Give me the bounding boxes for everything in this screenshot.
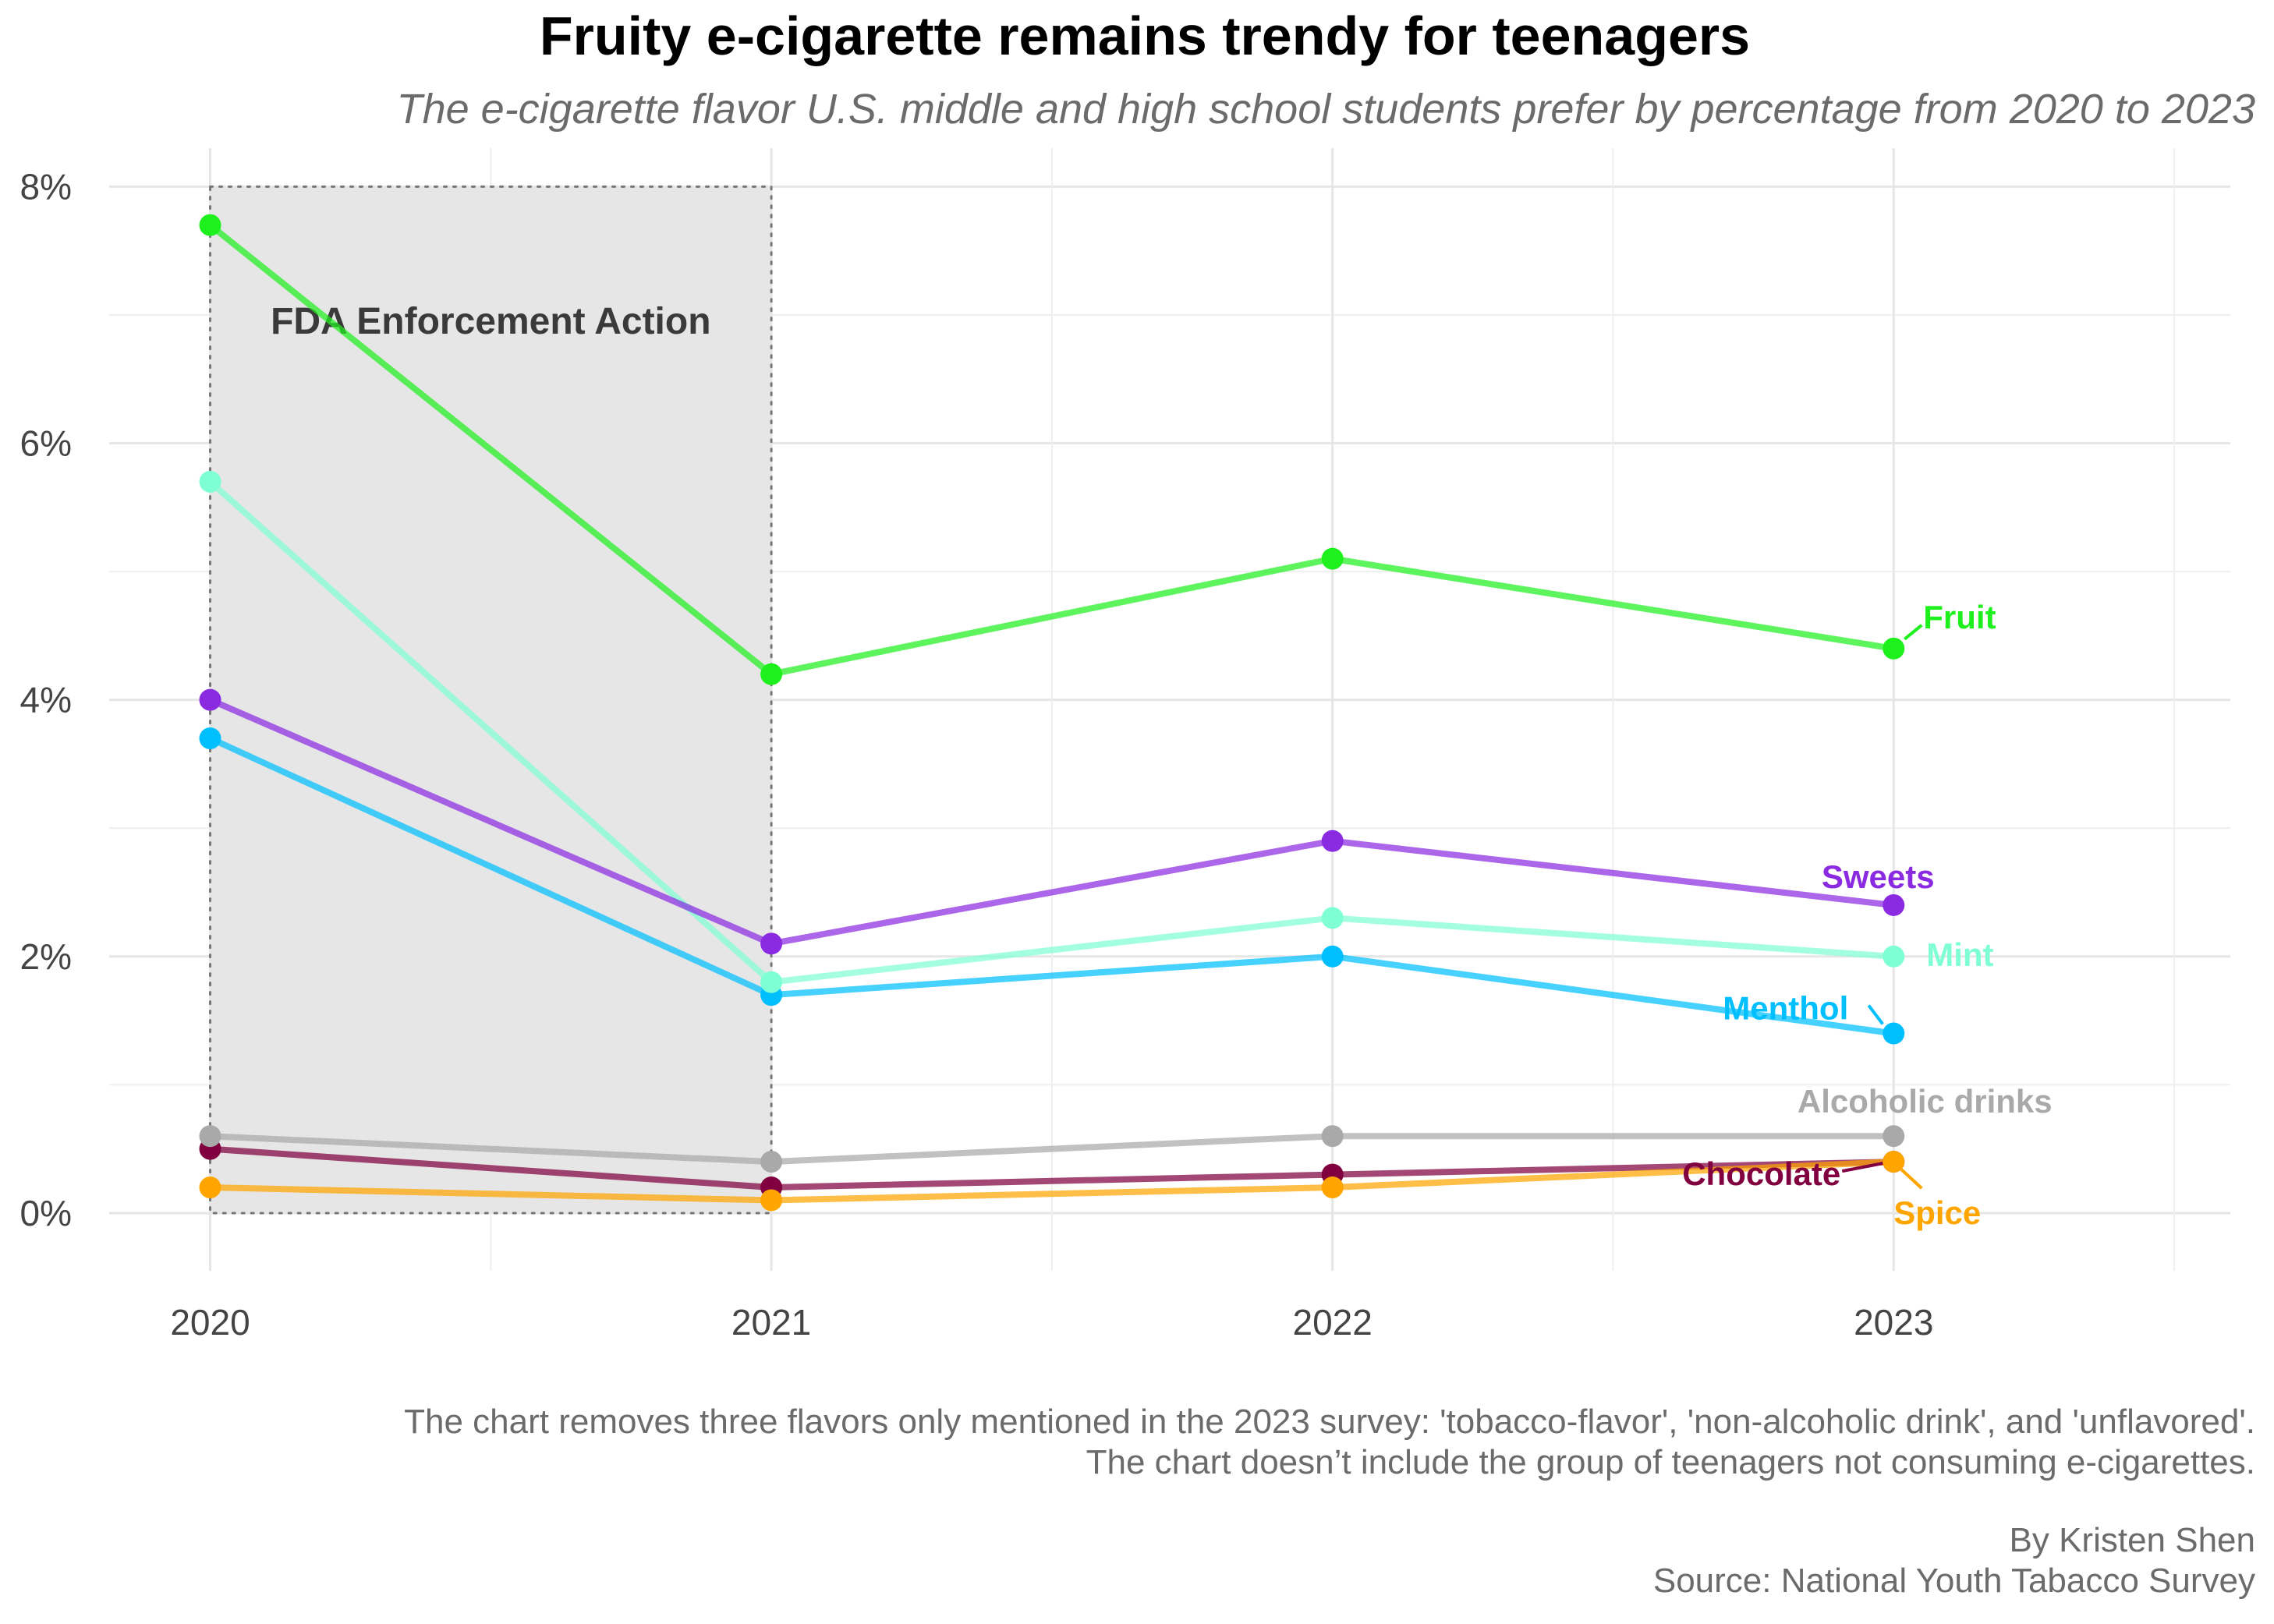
mint-point (199, 470, 221, 493)
label-leaders (1841, 624, 1923, 1190)
credit-author: By Kristen Shen (2010, 1521, 2256, 1559)
alcoholic-drinks-label: Alcoholic drinks (1798, 1083, 2053, 1120)
chart-title: Fruity e-cigarette remains trendy for te… (540, 5, 1750, 66)
spice-point (1883, 1151, 1905, 1173)
x-tick-label: 2022 (1293, 1302, 1373, 1343)
mint-point (1321, 907, 1344, 929)
y-tick-label: 0% (20, 1193, 72, 1233)
chocolate-line (210, 1145, 1894, 1191)
mint-label: Mint (1926, 936, 1993, 973)
spice-line (210, 1159, 1894, 1204)
sweets-point (199, 688, 221, 711)
series-labels: Fruit Sweets Mint Menthol Alcoholic drinks Ch… (1682, 599, 2052, 1231)
spice-label-leader (1900, 1168, 1923, 1190)
fruit-label: Fruit (1923, 599, 1996, 635)
sweets-point (1321, 830, 1344, 852)
spice-point (1321, 1176, 1344, 1199)
fruit-label-leader (1903, 624, 1923, 641)
caption-line-2: The chart doesn’t include the group of t… (1086, 1443, 2255, 1481)
chocolate-label: Chocolate (1682, 1155, 1840, 1192)
fruit-point (1321, 547, 1344, 570)
fda-enforcement-region (209, 185, 773, 1215)
fruit-point (199, 214, 221, 236)
x-tick-label: 2020 (170, 1302, 250, 1343)
mint-point (1883, 945, 1905, 968)
y-tick-label: 6% (20, 423, 72, 464)
sweets-point (1883, 893, 1905, 916)
alcoholic-drinks-point (199, 1125, 221, 1148)
spice-point (760, 1189, 783, 1212)
sweets-label: Sweets (1822, 858, 1935, 895)
menthol-point (199, 727, 221, 750)
x-axis-ticks: 2020 2021 2022 2023 (170, 1302, 1933, 1343)
credit-source: Source: National Youth Tabacco Survey (1653, 1562, 2255, 1600)
chart-subtitle: The e-cigarette flavor U.S. middle and h… (397, 86, 2255, 133)
sweets-point (760, 932, 783, 955)
series-lines (207, 222, 1894, 1204)
menthol-label: Menthol (1723, 990, 1848, 1027)
y-tick-label: 2% (20, 936, 72, 977)
fruit-line (208, 222, 1894, 678)
spice-label: Spice (1893, 1194, 1981, 1231)
series-points (199, 214, 1905, 1212)
caption-line-1: The chart removes three flavors only men… (404, 1403, 2255, 1441)
sweets-line (208, 696, 1894, 947)
fda-enforcement-label: FDA Enforcement Action (271, 301, 710, 342)
mint-point (760, 971, 783, 993)
fda-enforcement-box (209, 185, 773, 1215)
alcoholic-drinks-line (210, 1133, 1894, 1166)
fruit-point (1883, 637, 1905, 660)
y-tick-label: 8% (20, 166, 72, 207)
alcoholic-drinks-point (1883, 1125, 1905, 1148)
spice-point (199, 1176, 221, 1199)
alcoholic-drinks-point (760, 1151, 783, 1173)
x-tick-label: 2023 (1854, 1302, 1933, 1343)
chocolate-label-leader (1841, 1162, 1883, 1173)
menthol-point (1883, 1022, 1905, 1045)
mint-line (207, 479, 1894, 985)
menthol-label-leader (1867, 1004, 1884, 1025)
menthol-line (208, 735, 1894, 1037)
fruit-point (760, 663, 783, 685)
alcoholic-drinks-point (1321, 1125, 1344, 1148)
menthol-point (1321, 945, 1344, 968)
y-tick-label: 4% (20, 680, 72, 720)
x-tick-label: 2021 (731, 1302, 811, 1343)
y-axis-ticks: 0% 2% 4% 6% 8% (20, 166, 72, 1233)
